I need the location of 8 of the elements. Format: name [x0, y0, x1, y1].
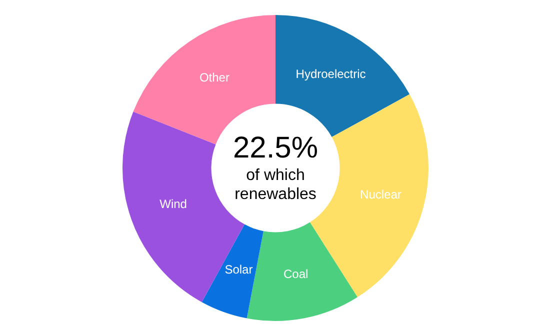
slice-label: Wind	[160, 197, 187, 212]
slice-label: Other	[199, 70, 230, 84]
text: of which renewables	[234, 166, 316, 203]
slice-label: Hydroelectric	[296, 66, 366, 81]
slice-label: Coal	[284, 267, 308, 282]
text: 22.5%	[232, 131, 318, 164]
slice-label: Solar	[224, 262, 253, 277]
slice-label: Nuclear	[360, 187, 402, 202]
